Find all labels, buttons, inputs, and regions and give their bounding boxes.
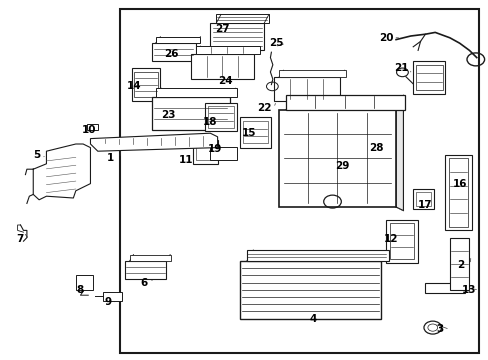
Bar: [412, 189, 433, 209]
Text: 4: 4: [308, 314, 316, 324]
Text: 18: 18: [203, 117, 217, 127]
Bar: [243, 121, 267, 143]
Bar: [386, 220, 417, 263]
Text: 16: 16: [451, 179, 466, 189]
Text: 28: 28: [368, 143, 383, 153]
Bar: [448, 158, 467, 227]
Text: 9: 9: [104, 297, 111, 307]
Text: 24: 24: [217, 76, 232, 86]
Text: 7: 7: [16, 234, 23, 244]
Bar: [76, 275, 93, 290]
Text: 8: 8: [76, 285, 83, 295]
Bar: [193, 140, 217, 164]
Bar: [120, 9, 478, 353]
Bar: [210, 147, 237, 160]
Bar: [246, 250, 388, 261]
Bar: [210, 23, 264, 50]
Text: 29: 29: [334, 161, 349, 171]
Text: 19: 19: [207, 144, 222, 154]
Text: 22: 22: [256, 103, 271, 113]
Text: 12: 12: [383, 234, 398, 244]
Bar: [415, 192, 430, 206]
Bar: [425, 283, 464, 293]
Bar: [156, 88, 236, 97]
Text: 11: 11: [178, 155, 193, 165]
Bar: [196, 144, 214, 160]
Bar: [239, 117, 271, 148]
Bar: [132, 68, 160, 101]
Text: 26: 26: [163, 49, 178, 59]
Text: 27: 27: [215, 24, 229, 34]
Bar: [129, 255, 171, 261]
Bar: [444, 155, 471, 230]
Bar: [278, 70, 345, 77]
Text: 23: 23: [161, 110, 176, 120]
Text: 6: 6: [141, 278, 147, 288]
Text: 17: 17: [417, 200, 432, 210]
Text: 14: 14: [127, 81, 142, 91]
Bar: [124, 261, 166, 279]
Text: 2: 2: [456, 260, 463, 270]
Text: 3: 3: [436, 324, 443, 334]
Polygon shape: [90, 133, 217, 151]
Text: 25: 25: [268, 38, 283, 48]
Bar: [155, 37, 200, 43]
Bar: [415, 65, 442, 90]
Polygon shape: [395, 99, 403, 211]
Text: 10: 10: [82, 125, 97, 135]
Text: 5: 5: [33, 150, 40, 160]
Bar: [134, 72, 158, 97]
Bar: [87, 124, 98, 130]
Bar: [190, 54, 254, 79]
Text: 21: 21: [393, 63, 407, 73]
Bar: [151, 43, 195, 61]
Bar: [239, 261, 381, 319]
Bar: [273, 77, 339, 101]
Bar: [278, 110, 395, 207]
Bar: [205, 103, 237, 131]
Text: 20: 20: [378, 33, 393, 43]
Text: 15: 15: [242, 128, 256, 138]
Bar: [151, 97, 229, 130]
Bar: [102, 292, 122, 301]
Bar: [216, 14, 268, 23]
Text: 13: 13: [461, 285, 476, 295]
Text: 1: 1: [106, 153, 113, 163]
Bar: [371, 130, 390, 142]
Bar: [195, 46, 260, 54]
Bar: [208, 106, 234, 128]
Bar: [389, 223, 413, 259]
Bar: [449, 238, 468, 290]
Bar: [412, 61, 444, 94]
Bar: [285, 95, 404, 110]
